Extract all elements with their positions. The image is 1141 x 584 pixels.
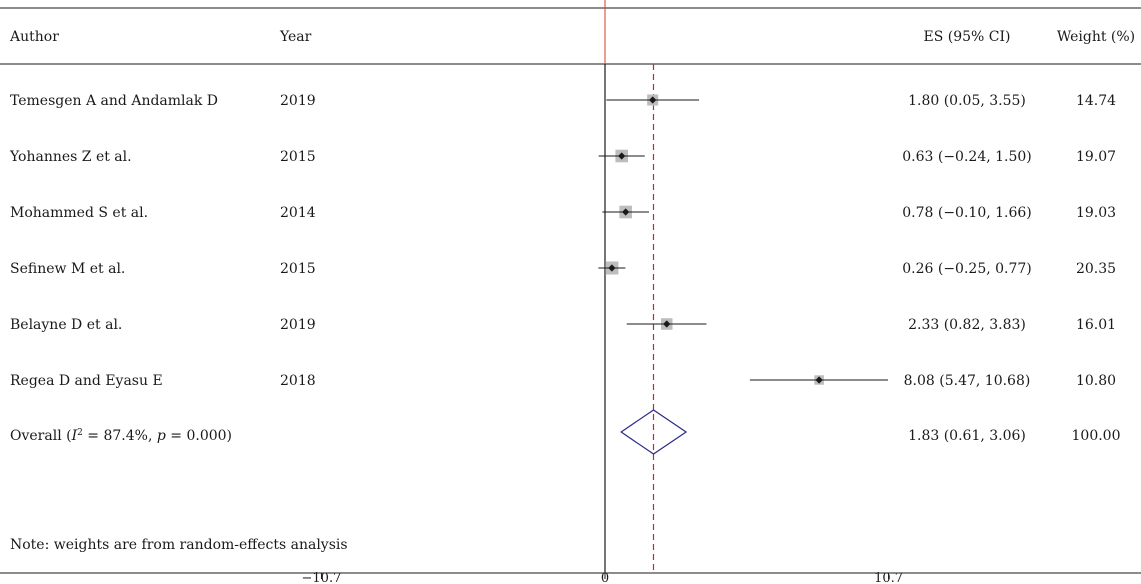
study-author: Temesgen A and Andamlak D [10,93,218,109]
study-year: 2019 [280,93,316,109]
header-author: Author [9,29,59,45]
study-es-label: 2.33 (0.82, 3.83) [908,317,1026,333]
point-estimate [663,320,671,328]
study-es-label: 0.78 (−0.10, 1.66) [902,205,1032,221]
study-author: Mohammed S et al. [10,205,148,221]
study-es-label: 8.08 (5.47, 10.68) [904,373,1031,389]
study-weight-label: 10.80 [1076,373,1116,389]
study-weight-label: 20.35 [1076,261,1116,277]
x-axis [320,573,890,579]
study-author: Regea D and Eyasu E [10,373,163,389]
overall-weight-label: 100.00 [1072,428,1121,444]
header-weight: Weight (%) [1057,29,1135,45]
study-year: 2015 [280,261,316,277]
point-estimate [622,208,630,216]
overall-label: Overall (I2 = 87.4%, p = 0.000) [10,428,232,444]
overall-es-label: 1.83 (0.61, 3.06) [908,428,1026,444]
study-weight-label: 19.07 [1076,149,1116,165]
point-estimate [608,264,616,272]
header-year: Year [279,29,312,45]
study-author: Yohannes Z et al. [9,149,132,165]
overall-diamond [620,409,688,455]
plot-marks [598,64,889,573]
study-year: 2018 [280,373,316,389]
study-rows: Temesgen A and Andamlak D 2019 1.80 (0.05,… [9,93,1116,389]
study-year: 2019 [280,317,316,333]
note-text: Note: weights are from random-effects an… [10,537,348,553]
study-weight-label: 19.03 [1076,205,1116,221]
point-estimate [649,96,657,104]
point-estimate [618,152,626,160]
study-weight-label: 16.01 [1076,317,1116,333]
study-author: Sefinew M et al. [10,261,125,277]
study-es-label: 0.26 (−0.25, 0.77) [902,261,1032,277]
study-year: 2014 [280,205,316,221]
study-weight-label: 14.74 [1076,93,1116,109]
study-es-label: 1.80 (0.05, 3.55) [908,93,1026,109]
study-year: 2015 [280,149,316,165]
header-es: ES (95% CI) [924,29,1011,45]
point-estimate [815,376,823,384]
study-es-label: 0.63 (−0.24, 1.50) [902,149,1032,165]
study-author: Belayne D et al. [10,317,122,333]
